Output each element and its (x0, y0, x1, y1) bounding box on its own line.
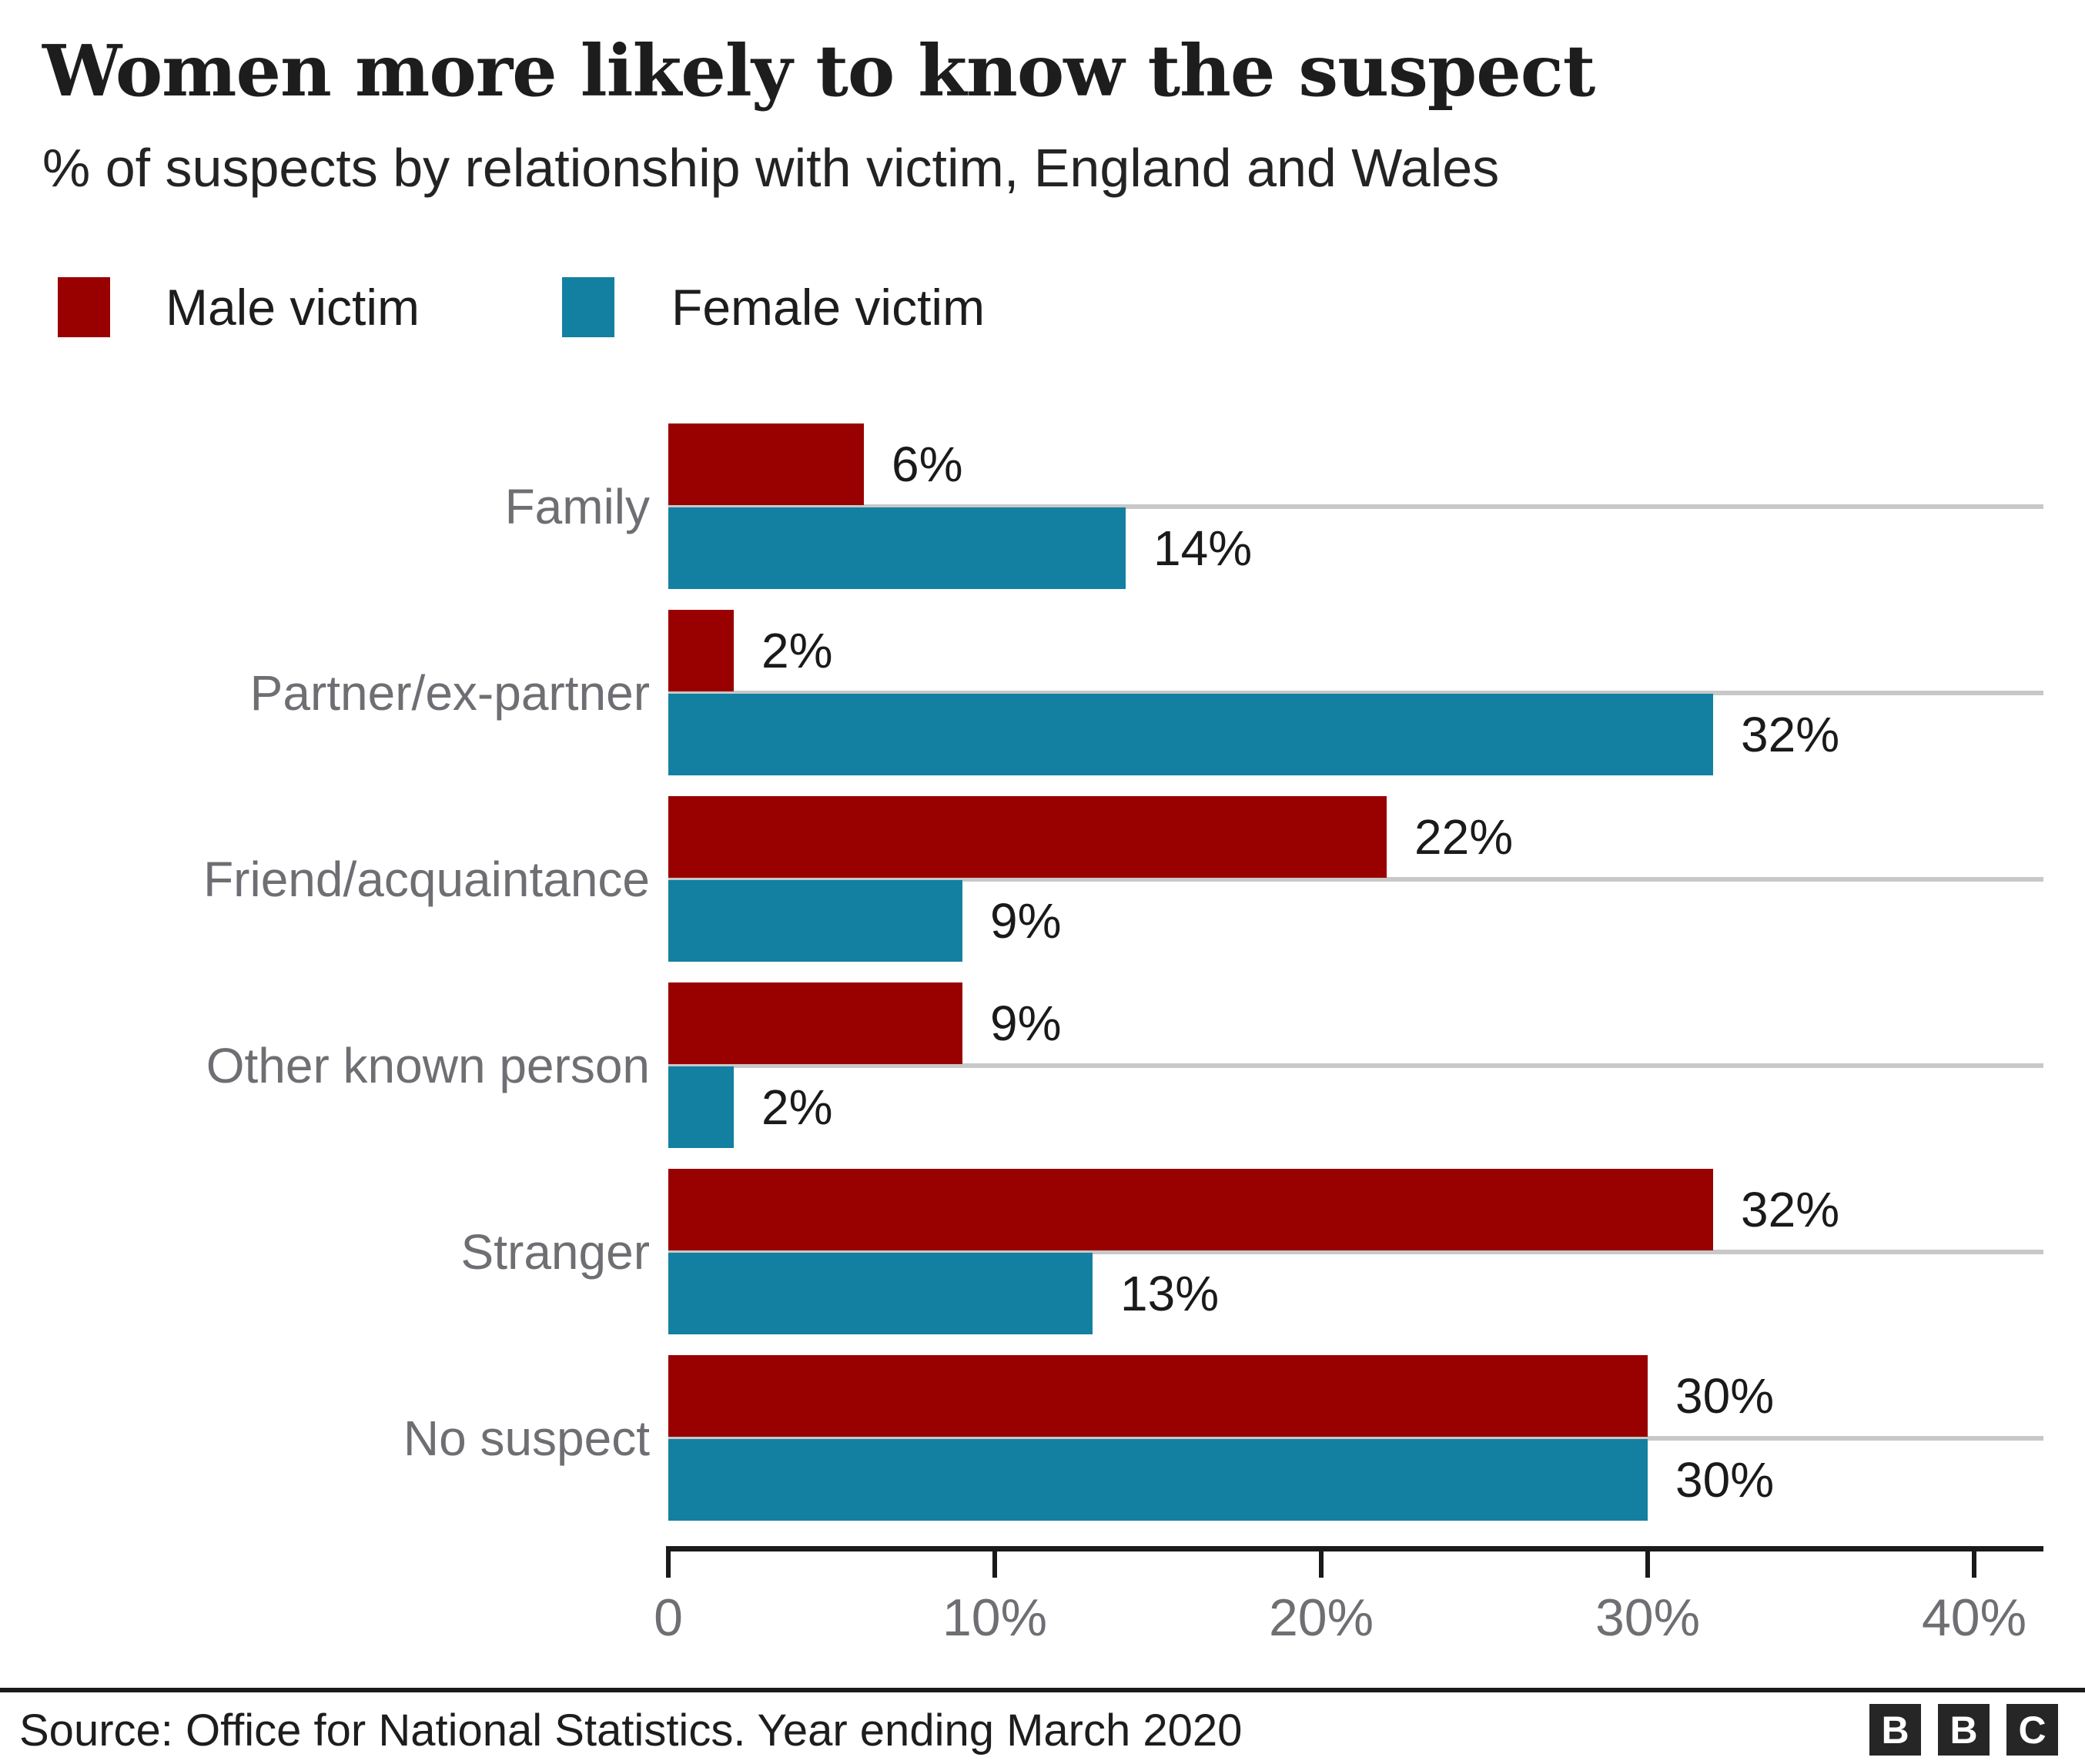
x-axis-line (668, 1546, 2043, 1551)
category-label-partner-ex-partner: Partner/ex-partner (249, 664, 650, 721)
female-victim-swatch (562, 277, 614, 337)
value-label-female-victim-no-suspect: 30% (1675, 1452, 1775, 1508)
category-gridline (668, 1435, 2043, 1441)
category-label-no-suspect: No suspect (403, 1410, 650, 1466)
category-gridline (668, 876, 2043, 882)
bar-female-victim-stranger (668, 1253, 1093, 1334)
bar-male-victim-stranger (668, 1169, 1713, 1250)
chart-legend: Male victim Female victim (0, 276, 2085, 339)
x-axis-tick-label: 30% (1595, 1588, 1701, 1647)
category-gridline (668, 504, 2043, 509)
category-label-other-known-person: Other known person (206, 1037, 650, 1093)
value-label-male-victim-other-known-person: 9% (990, 996, 1062, 1051)
category-label-family: Family (504, 478, 650, 534)
male-victim-swatch (58, 277, 110, 337)
bar-male-victim-family (668, 423, 864, 505)
category-gridline (668, 1249, 2043, 1254)
value-label-male-victim-friend-acquaintance: 22% (1414, 809, 1514, 865)
bbc-logo-letter: B (1869, 1704, 1921, 1756)
category-label-friend-acquaintance: Friend/acquaintance (203, 851, 650, 907)
x-axis-tick-label: 20% (1268, 1588, 1374, 1647)
bar-female-victim-other-known-person (668, 1066, 734, 1148)
x-axis-tick-label: 0 (654, 1588, 683, 1647)
value-label-female-victim-partner-ex-partner: 32% (1741, 707, 1840, 762)
value-label-female-victim-other-known-person: 2% (761, 1079, 833, 1135)
bar-male-victim-friend-acquaintance (668, 796, 1387, 878)
value-label-female-victim-family: 14% (1153, 520, 1253, 576)
bar-female-victim-friend-acquaintance (668, 880, 962, 962)
x-axis-tick (1319, 1546, 1324, 1578)
x-axis-tick (1645, 1546, 1650, 1578)
footer-divider (0, 1688, 2085, 1692)
x-axis-tick (1972, 1546, 1976, 1578)
bbc-logo-letter: C (2006, 1704, 2058, 1756)
value-label-female-victim-stranger: 13% (1120, 1266, 1220, 1321)
category-gridline (668, 690, 2043, 695)
source-text: Source: Office for National Statistics. … (19, 1705, 1243, 1756)
female-victim-legend-label: Female victim (671, 279, 986, 336)
bar-female-victim-family (668, 507, 1126, 589)
bar-female-victim-partner-ex-partner (668, 694, 1713, 775)
chart-subtitle: % of suspects by relationship with victi… (42, 138, 1500, 198)
category-label-stranger: Stranger (460, 1223, 650, 1280)
x-axis-tick-label: 40% (1921, 1588, 2027, 1647)
value-label-male-victim-no-suspect: 30% (1675, 1368, 1775, 1424)
category-gridline (668, 1063, 2043, 1068)
bbc-logo: B B C (1869, 1704, 2059, 1756)
bar-male-victim-partner-ex-partner (668, 610, 734, 691)
value-label-male-victim-stranger: 32% (1741, 1182, 1840, 1237)
male-victim-legend-label: Male victim (166, 279, 420, 336)
bbc-logo-letter: B (1938, 1704, 1990, 1756)
x-axis-tick (992, 1546, 997, 1578)
bar-male-victim-other-known-person (668, 982, 962, 1064)
x-axis-tick-label: 10% (942, 1588, 1048, 1647)
page-title: Women more likely to know the suspect (42, 29, 1595, 112)
bar-male-victim-no-suspect (668, 1355, 1648, 1437)
value-label-male-victim-partner-ex-partner: 2% (761, 623, 833, 678)
value-label-male-victim-family: 6% (892, 437, 963, 492)
x-axis-tick (666, 1546, 671, 1578)
bar-female-victim-no-suspect (668, 1439, 1648, 1521)
value-label-female-victim-friend-acquaintance: 9% (990, 893, 1062, 949)
